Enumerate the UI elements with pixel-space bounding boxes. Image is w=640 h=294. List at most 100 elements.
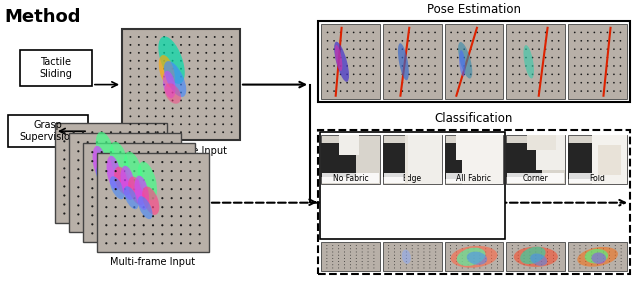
- FancyBboxPatch shape: [569, 173, 626, 183]
- Circle shape: [100, 232, 103, 234]
- Circle shape: [152, 188, 154, 190]
- Circle shape: [620, 74, 621, 75]
- Circle shape: [532, 82, 533, 83]
- Circle shape: [147, 68, 148, 70]
- Circle shape: [92, 223, 93, 225]
- Circle shape: [394, 264, 395, 265]
- Circle shape: [326, 248, 327, 249]
- Circle shape: [591, 248, 592, 249]
- Circle shape: [161, 224, 163, 226]
- Circle shape: [138, 232, 140, 234]
- Circle shape: [553, 245, 554, 246]
- Circle shape: [63, 203, 65, 206]
- Circle shape: [175, 178, 177, 180]
- Circle shape: [497, 258, 498, 259]
- Circle shape: [559, 245, 560, 246]
- Circle shape: [558, 74, 559, 75]
- Circle shape: [496, 40, 498, 42]
- Circle shape: [587, 90, 589, 92]
- Circle shape: [147, 116, 148, 117]
- Circle shape: [532, 40, 533, 42]
- Circle shape: [359, 40, 361, 42]
- Circle shape: [485, 248, 486, 249]
- Circle shape: [161, 206, 163, 208]
- Circle shape: [230, 60, 232, 62]
- Circle shape: [138, 214, 140, 216]
- Circle shape: [603, 248, 604, 249]
- Circle shape: [166, 232, 168, 234]
- Circle shape: [133, 179, 136, 181]
- Circle shape: [418, 261, 419, 262]
- Circle shape: [476, 57, 478, 59]
- Circle shape: [597, 252, 598, 253]
- Circle shape: [412, 258, 413, 259]
- Circle shape: [119, 213, 122, 215]
- Bar: [462, 135, 504, 184]
- Circle shape: [615, 258, 616, 259]
- Circle shape: [479, 264, 481, 265]
- Circle shape: [152, 159, 154, 161]
- Circle shape: [96, 222, 98, 225]
- Circle shape: [538, 48, 540, 50]
- Circle shape: [188, 52, 190, 54]
- Circle shape: [415, 65, 416, 67]
- Circle shape: [476, 82, 478, 83]
- Circle shape: [138, 91, 140, 93]
- Circle shape: [491, 248, 492, 249]
- Circle shape: [92, 140, 93, 142]
- Circle shape: [579, 258, 580, 259]
- Circle shape: [615, 264, 616, 265]
- Circle shape: [180, 116, 182, 117]
- Circle shape: [551, 31, 553, 33]
- Circle shape: [152, 177, 154, 179]
- Circle shape: [138, 116, 140, 117]
- Circle shape: [338, 248, 339, 249]
- Circle shape: [110, 151, 112, 153]
- Circle shape: [388, 264, 389, 265]
- Circle shape: [133, 159, 136, 161]
- Circle shape: [119, 205, 122, 207]
- Circle shape: [138, 140, 140, 142]
- Circle shape: [353, 40, 355, 42]
- Circle shape: [115, 177, 116, 179]
- Circle shape: [143, 213, 145, 216]
- Circle shape: [96, 213, 98, 216]
- Circle shape: [77, 186, 79, 188]
- Circle shape: [451, 31, 452, 33]
- Circle shape: [496, 65, 498, 67]
- Circle shape: [100, 149, 103, 151]
- Circle shape: [230, 76, 232, 78]
- Circle shape: [367, 252, 369, 253]
- Circle shape: [129, 60, 131, 62]
- Circle shape: [184, 160, 187, 162]
- Circle shape: [408, 31, 410, 33]
- Circle shape: [400, 261, 401, 262]
- Circle shape: [163, 44, 165, 46]
- Circle shape: [197, 44, 199, 46]
- Circle shape: [344, 258, 345, 259]
- Circle shape: [147, 83, 148, 86]
- Circle shape: [340, 31, 342, 33]
- Circle shape: [152, 150, 154, 152]
- Circle shape: [180, 91, 182, 93]
- Circle shape: [175, 187, 177, 189]
- Circle shape: [479, 245, 481, 246]
- Circle shape: [100, 158, 103, 161]
- Circle shape: [163, 100, 165, 101]
- Circle shape: [129, 213, 131, 215]
- Circle shape: [222, 91, 224, 93]
- Circle shape: [155, 91, 157, 93]
- Circle shape: [338, 264, 339, 265]
- Circle shape: [421, 65, 423, 67]
- Circle shape: [100, 167, 103, 170]
- Circle shape: [77, 213, 79, 216]
- Circle shape: [463, 82, 465, 83]
- Circle shape: [171, 195, 173, 198]
- Circle shape: [326, 40, 328, 42]
- Circle shape: [340, 40, 342, 42]
- Circle shape: [428, 40, 429, 42]
- Circle shape: [105, 215, 108, 217]
- Circle shape: [110, 203, 112, 206]
- Circle shape: [198, 206, 201, 208]
- Circle shape: [129, 76, 131, 78]
